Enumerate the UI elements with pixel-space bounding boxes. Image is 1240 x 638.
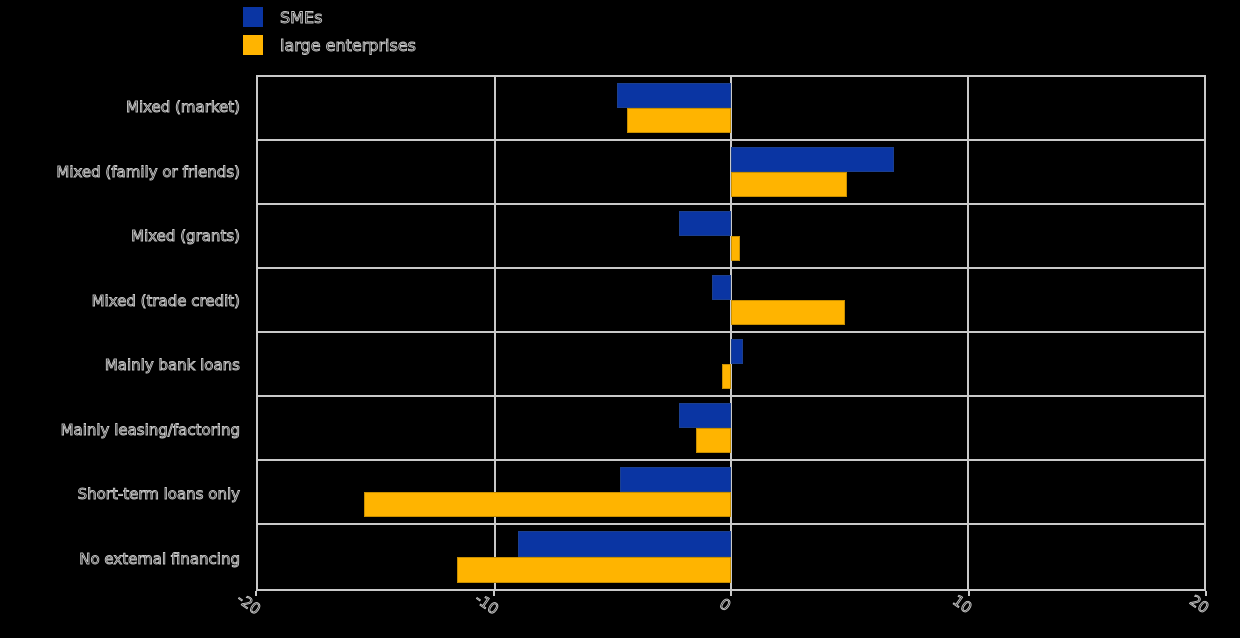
category-label: Mixed (market) — [126, 98, 241, 117]
bar-large-enterprises — [731, 300, 845, 326]
chart-row — [258, 269, 1204, 333]
bar-smes — [712, 274, 731, 300]
category-label: Mixed (grants) — [131, 227, 241, 246]
category-label: Mixed (family or friends) — [56, 162, 241, 181]
legend: SMEs large enterprises — [243, 7, 416, 63]
legend-label-smes: SMEs — [280, 7, 323, 27]
legend-swatch-smes — [243, 7, 263, 27]
chart-row — [258, 397, 1204, 461]
bar-smes — [731, 146, 895, 172]
legend-swatch-large-enterprises — [243, 35, 263, 55]
chart-row — [258, 333, 1204, 397]
x-tick-label: -20 — [233, 589, 265, 619]
gridline — [966, 77, 969, 589]
legend-item-smes: SMEs — [243, 7, 416, 27]
bar-large-enterprises — [721, 364, 731, 390]
bar-large-enterprises — [626, 108, 731, 134]
category-label: Mainly leasing/factoring — [60, 420, 240, 439]
category-label: Mixed (trade credit) — [91, 291, 240, 310]
bar-smes — [678, 210, 731, 236]
x-tick-mark — [492, 591, 495, 596]
plot-area — [256, 75, 1206, 591]
x-tick-mark — [1205, 591, 1207, 596]
bar-smes — [619, 466, 731, 492]
x-tick-label: -10 — [471, 589, 502, 619]
chart-row — [258, 461, 1204, 525]
gridline — [493, 77, 496, 589]
bar-smes — [518, 530, 731, 557]
category-label: Short-term loans only — [77, 485, 240, 504]
category-label: Mainly bank loans — [104, 356, 240, 375]
bar-large-enterprises — [731, 236, 741, 262]
chart-row — [258, 77, 1204, 141]
x-tick-mark — [967, 591, 970, 596]
x-tick-mark — [255, 591, 257, 596]
chart-row — [258, 205, 1204, 269]
gridline — [730, 77, 732, 589]
bar-smes — [731, 338, 743, 364]
bar-smes — [678, 402, 731, 428]
category-label: No external financing — [79, 549, 241, 568]
chart-row — [258, 525, 1204, 589]
bar-smes — [617, 82, 731, 108]
x-tick-label: 0 — [715, 594, 735, 615]
x-tick-mark — [730, 591, 732, 596]
bar-large-enterprises — [731, 172, 847, 198]
bar-large-enterprises — [695, 428, 731, 454]
bar-large-enterprises — [364, 492, 731, 518]
chart-row — [258, 141, 1204, 205]
x-tick-label: 20 — [1186, 591, 1213, 618]
bar-large-enterprises — [456, 557, 731, 584]
x-tick-label: 10 — [948, 591, 975, 618]
legend-label-large-enterprises: large enterprises — [280, 35, 417, 55]
y-axis-labels: Mixed (market) Mixed (family or friends) M… — [0, 75, 248, 591]
legend-item-large-enterprises: large enterprises — [243, 35, 416, 55]
